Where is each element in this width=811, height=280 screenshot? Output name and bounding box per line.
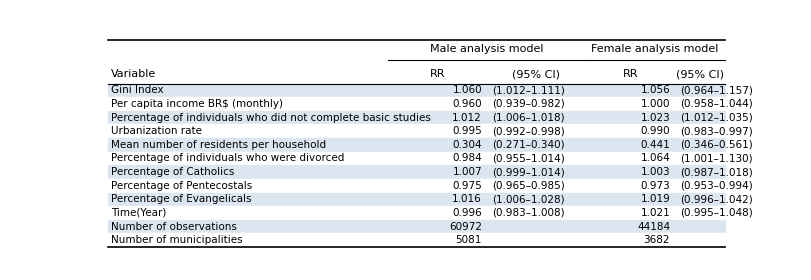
Text: 0.975: 0.975 xyxy=(452,181,482,191)
Text: (0.964–1.157): (0.964–1.157) xyxy=(680,85,752,95)
Text: (1.012–1.035): (1.012–1.035) xyxy=(680,113,752,123)
Text: (0.955–1.014): (0.955–1.014) xyxy=(491,153,564,164)
Text: (1.006–1.018): (1.006–1.018) xyxy=(491,113,564,123)
Text: 0.973: 0.973 xyxy=(640,181,669,191)
Text: 1.019: 1.019 xyxy=(640,194,669,204)
Text: 3682: 3682 xyxy=(643,235,669,245)
Text: (0.346–0.561): (0.346–0.561) xyxy=(680,140,752,150)
Text: Percentage of individuals who were divorced: Percentage of individuals who were divor… xyxy=(111,153,344,164)
Text: (0.999–1.014): (0.999–1.014) xyxy=(491,167,564,177)
Text: 1.021: 1.021 xyxy=(640,208,669,218)
Bar xyxy=(108,83,723,97)
Text: 1.023: 1.023 xyxy=(640,113,669,123)
Text: 1.060: 1.060 xyxy=(452,85,482,95)
Text: Variable: Variable xyxy=(111,69,156,79)
Text: 44184: 44184 xyxy=(636,221,669,232)
Text: (0.995–1.048): (0.995–1.048) xyxy=(680,208,752,218)
Text: 1.064: 1.064 xyxy=(640,153,669,164)
Text: Percentage of individuals who did not complete basic studies: Percentage of individuals who did not co… xyxy=(111,113,431,123)
Bar xyxy=(108,111,723,124)
Text: (0.992–0.998): (0.992–0.998) xyxy=(491,126,564,136)
Bar xyxy=(108,124,723,138)
Bar xyxy=(108,40,723,65)
Text: Percentage of Evangelicals: Percentage of Evangelicals xyxy=(111,194,251,204)
Bar xyxy=(108,138,723,152)
Text: 0.995: 0.995 xyxy=(452,126,482,136)
Bar xyxy=(108,152,723,165)
Text: (95% CI): (95% CI) xyxy=(512,69,560,79)
Text: (0.965–0.985): (0.965–0.985) xyxy=(491,181,564,191)
Text: 1.003: 1.003 xyxy=(640,167,669,177)
Text: Percentage of Pentecostals: Percentage of Pentecostals xyxy=(111,181,252,191)
Text: (0.996–1.042): (0.996–1.042) xyxy=(680,194,752,204)
Bar xyxy=(108,220,723,234)
Text: 0.441: 0.441 xyxy=(640,140,669,150)
Text: 0.984: 0.984 xyxy=(452,153,482,164)
Bar xyxy=(108,97,723,111)
Text: RR: RR xyxy=(430,69,445,79)
Text: 1.007: 1.007 xyxy=(452,167,482,177)
Text: 5081: 5081 xyxy=(455,235,482,245)
Text: (0.958–1.044): (0.958–1.044) xyxy=(680,99,752,109)
Text: 1.012: 1.012 xyxy=(452,113,482,123)
Text: (1.006–1.028): (1.006–1.028) xyxy=(491,194,564,204)
Text: Gini Index: Gini Index xyxy=(111,85,163,95)
Text: Percentage of Catholics: Percentage of Catholics xyxy=(111,167,234,177)
Bar xyxy=(108,179,723,193)
Text: 0.960: 0.960 xyxy=(452,99,482,109)
Text: (1.001–1.130): (1.001–1.130) xyxy=(680,153,752,164)
Text: RR: RR xyxy=(622,69,637,79)
Text: 1.056: 1.056 xyxy=(640,85,669,95)
Text: Male analysis model: Male analysis model xyxy=(430,44,543,54)
Text: Female analysis model: Female analysis model xyxy=(590,44,718,54)
Bar xyxy=(108,234,723,247)
Text: Urbanization rate: Urbanization rate xyxy=(111,126,202,136)
Text: (0.987–1.018): (0.987–1.018) xyxy=(680,167,752,177)
Text: 0.990: 0.990 xyxy=(640,126,669,136)
Text: Mean number of residents per household: Mean number of residents per household xyxy=(111,140,326,150)
Text: (1.012–1.111): (1.012–1.111) xyxy=(491,85,564,95)
Bar xyxy=(108,165,723,179)
Text: (0.983–1.008): (0.983–1.008) xyxy=(491,208,564,218)
Text: 60972: 60972 xyxy=(448,221,482,232)
Text: (0.271–0.340): (0.271–0.340) xyxy=(491,140,564,150)
Text: 1.016: 1.016 xyxy=(452,194,482,204)
Bar xyxy=(108,193,723,206)
Text: Time(Year): Time(Year) xyxy=(111,208,166,218)
Text: (0.983–0.997): (0.983–0.997) xyxy=(680,126,752,136)
Text: Per capita income BR$ (monthly): Per capita income BR$ (monthly) xyxy=(111,99,282,109)
Bar xyxy=(108,65,723,83)
Text: (95% CI): (95% CI) xyxy=(675,69,723,79)
Text: (0.939–0.982): (0.939–0.982) xyxy=(491,99,564,109)
Text: Number of observations: Number of observations xyxy=(111,221,237,232)
Text: Number of municipalities: Number of municipalities xyxy=(111,235,242,245)
Text: 0.996: 0.996 xyxy=(452,208,482,218)
Bar xyxy=(108,206,723,220)
Text: 0.304: 0.304 xyxy=(452,140,482,150)
Text: (0.953–0.994): (0.953–0.994) xyxy=(680,181,752,191)
Text: 1.000: 1.000 xyxy=(640,99,669,109)
